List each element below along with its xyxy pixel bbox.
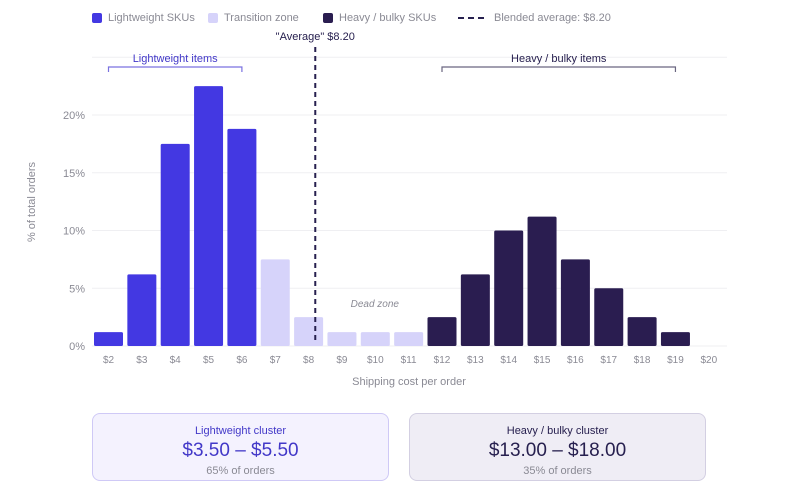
bracket-light bbox=[107, 66, 243, 72]
x-axis-label: Shipping cost per order bbox=[352, 376, 466, 388]
bar-transition bbox=[394, 332, 424, 346]
bar-transition bbox=[327, 332, 357, 346]
x-tick-label: $2 bbox=[103, 355, 115, 366]
x-tick-label: $16 bbox=[567, 355, 584, 366]
x-tick-label: $14 bbox=[500, 355, 517, 366]
shipping-cost-histogram: 0% 5% 10% 15% 20% $2 $3 $4 $5 $6 $7 $8 $9 $10 $11 $12 $1… bbox=[26, 31, 727, 388]
legend-item-transition: Transition zone bbox=[208, 12, 323, 24]
bar-light bbox=[94, 332, 123, 346]
x-tick-label: $6 bbox=[236, 355, 248, 366]
bar-transition bbox=[360, 332, 390, 346]
legend-label-transition: Transition zone bbox=[224, 12, 299, 24]
x-tick-label: $10 bbox=[367, 355, 384, 366]
y-tick-label: 10% bbox=[63, 226, 85, 238]
y-axis-label: % of total orders bbox=[26, 161, 38, 242]
legend-item-lightweight: Lightweight SKUs bbox=[92, 12, 208, 24]
bar-heavy bbox=[627, 317, 657, 346]
legend-swatch-heavy bbox=[323, 13, 333, 23]
legend-dash-average bbox=[458, 17, 484, 19]
x-tick-label: $3 bbox=[136, 355, 148, 366]
dead-zone-label: Dead zone bbox=[351, 299, 400, 310]
bar-heavy bbox=[527, 216, 557, 346]
bar-heavy bbox=[594, 288, 624, 346]
x-tick-label: $5 bbox=[203, 355, 215, 366]
heavy-cluster-range: $13.00 – $18.00 bbox=[488, 440, 627, 461]
x-tick-label: $20 bbox=[700, 355, 717, 366]
average-label: "Average" $8.20 bbox=[276, 31, 355, 43]
x-tick-label: $9 bbox=[336, 355, 348, 366]
bar-light bbox=[194, 86, 224, 346]
legend-item-average: Blended average: $8.20 bbox=[458, 12, 611, 24]
x-tick-label: $12 bbox=[434, 355, 451, 366]
legend-item-heavy: Heavy / bulky SKUs bbox=[323, 12, 458, 24]
x-tick-label: $11 bbox=[401, 355, 417, 366]
bar-light bbox=[227, 128, 257, 346]
legend-swatch-lightweight bbox=[92, 13, 102, 23]
bracket-label-light: Lightweight items bbox=[133, 53, 218, 65]
x-tick-label: $15 bbox=[534, 355, 551, 366]
heavy-cluster-share: 35% of orders bbox=[523, 465, 592, 477]
x-tick-label: $17 bbox=[600, 355, 617, 366]
y-tick-label: 15% bbox=[63, 168, 85, 180]
bar-heavy bbox=[660, 332, 690, 346]
x-tick-label: $4 bbox=[170, 355, 182, 366]
chart-legend: Lightweight SKUs Transition zone Heavy /… bbox=[92, 11, 611, 25]
lightweight-cluster-share: 65% of orders bbox=[206, 465, 275, 477]
y-tick-label: 5% bbox=[69, 283, 85, 295]
bar-light bbox=[127, 274, 157, 346]
bar-transition bbox=[260, 259, 290, 346]
lightweight-cluster-card: Lightweight cluster $3.50 – $5.50 65% of… bbox=[92, 413, 389, 481]
legend-label-average: Blended average: $8.20 bbox=[494, 12, 611, 24]
bar-heavy bbox=[494, 230, 524, 346]
x-tick-label: $19 bbox=[667, 355, 684, 366]
lightweight-cluster-title: Lightweight cluster bbox=[194, 425, 287, 437]
bracket-heavy bbox=[441, 66, 677, 72]
x-tick-label: $8 bbox=[303, 355, 315, 366]
bar-heavy bbox=[427, 317, 457, 346]
heavy-cluster-title: Heavy / bulky cluster bbox=[506, 425, 609, 437]
y-tick-label: 20% bbox=[63, 110, 85, 122]
x-tick-label: $18 bbox=[634, 355, 651, 366]
legend-label-lightweight: Lightweight SKUs bbox=[108, 12, 195, 24]
bar-light bbox=[160, 143, 190, 346]
legend-label-heavy: Heavy / bulky SKUs bbox=[339, 12, 437, 24]
bracket-label-heavy: Heavy / bulky items bbox=[511, 53, 607, 65]
bar-heavy bbox=[560, 259, 590, 346]
y-tick-label: 0% bbox=[69, 341, 85, 353]
bar-heavy bbox=[460, 274, 490, 346]
heavy-cluster-card: Heavy / bulky cluster $13.00 – $18.00 35… bbox=[409, 413, 706, 481]
lightweight-cluster-range: $3.50 – $5.50 bbox=[182, 440, 299, 461]
legend-swatch-transition bbox=[208, 13, 218, 23]
x-tick-label: $13 bbox=[467, 355, 484, 366]
bar-transition bbox=[294, 317, 324, 346]
x-tick-label: $7 bbox=[270, 355, 282, 366]
